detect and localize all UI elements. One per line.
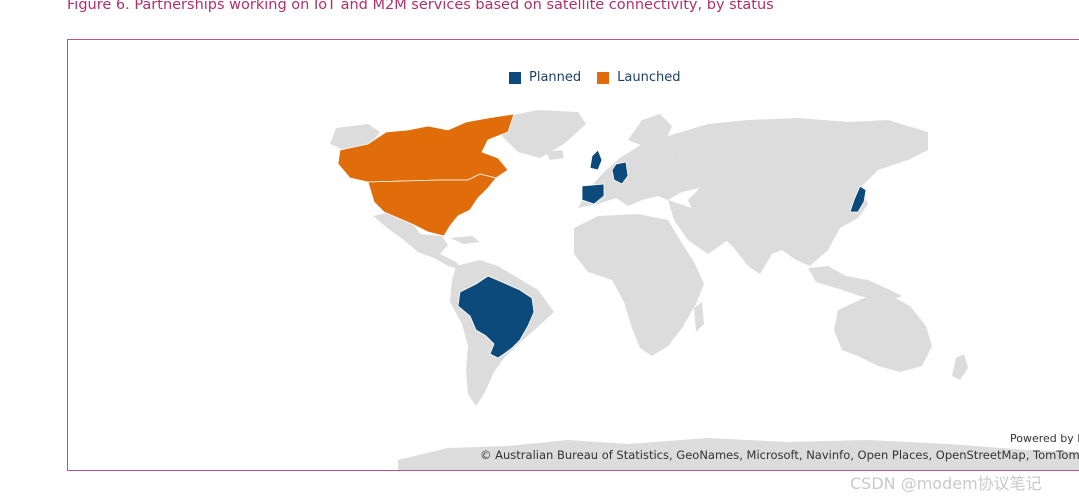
figure-caption: Figure 6. Partnerships working on IoT an… — [67, 0, 774, 13]
southeast-asia — [808, 266, 902, 302]
legend: Planned Launched — [509, 70, 680, 85]
new-zealand — [952, 354, 968, 380]
country-spain[interactable] — [581, 183, 605, 205]
legend-label-planned: Planned — [529, 70, 582, 85]
country-germany[interactable] — [611, 161, 629, 185]
legend-item-launched[interactable]: Launched — [597, 70, 680, 85]
middle-east — [668, 200, 728, 254]
africa — [574, 214, 704, 356]
base-land — [330, 110, 1079, 470]
watermark: CSDN @modem协议笔记 — [850, 474, 1042, 493]
country-uk[interactable] — [589, 149, 603, 171]
world-map[interactable] — [68, 40, 1079, 471]
madagascar — [694, 302, 704, 332]
country-japan[interactable] — [849, 185, 867, 213]
mexico-central-america — [373, 210, 463, 270]
country-brazil[interactable] — [457, 275, 535, 359]
iceland — [546, 150, 564, 160]
antarctica — [398, 438, 1079, 470]
legend-item-planned[interactable]: Planned — [509, 70, 581, 85]
powered-by: Powered by B — [1010, 432, 1079, 445]
map-frame: Planned Launched Powered by B © Australi… — [67, 39, 1079, 471]
country-usa[interactable] — [367, 173, 497, 237]
australia — [834, 294, 932, 372]
scandinavia — [628, 114, 672, 148]
greenland — [488, 110, 586, 158]
legend-swatch-planned — [509, 71, 521, 84]
legend-swatch-launched — [597, 71, 610, 84]
europe — [578, 136, 708, 208]
country-canada[interactable] — [337, 113, 515, 183]
russia-asia — [668, 118, 928, 274]
caribbean — [450, 236, 480, 244]
map-credits: © Australian Bureau of Statistics, GeoNa… — [480, 448, 1079, 462]
legend-label-launched: Launched — [617, 70, 681, 85]
